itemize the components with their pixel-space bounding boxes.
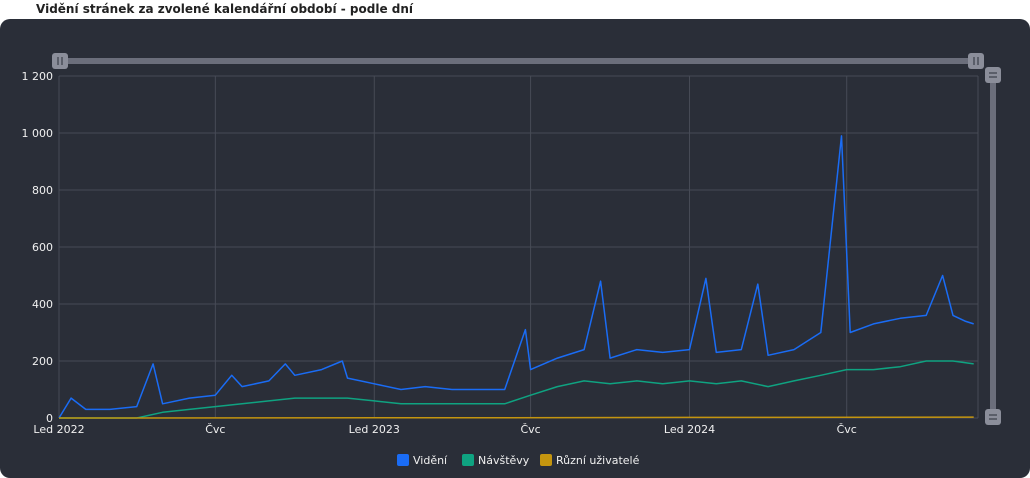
legend-item-visits[interactable]: Návštěvy (462, 454, 530, 467)
x-tick-label: Led 2022 (33, 423, 84, 436)
legend-swatch-visits (462, 454, 474, 466)
legend-label-views: Vidění (413, 454, 448, 467)
legend-item-views[interactable]: Vidění (397, 454, 448, 467)
legend-label-visits: Návštěvy (478, 454, 530, 467)
legend-label-unique-users: Různí uživatelé (556, 454, 640, 467)
series-layer (59, 136, 974, 418)
x-tick-label: Čvc (205, 423, 225, 436)
grid (59, 76, 978, 418)
horizontal-range-end-handle[interactable] (968, 53, 984, 69)
x-tick-label: Led 2023 (349, 423, 400, 436)
series-line-visits (59, 361, 974, 418)
legend-item-unique-users[interactable]: Různí uživatelé (540, 454, 640, 467)
series-line-views (59, 136, 974, 418)
y-tick-label: 1 200 (22, 70, 54, 83)
x-tick-label: Led 2024 (664, 423, 715, 436)
legend: Vidění Návštěvy Různí uživatelé (397, 454, 640, 467)
y-tick-label: 1 000 (22, 127, 54, 140)
series-line-unique-users (59, 417, 974, 418)
legend-swatch-unique-users (540, 454, 552, 466)
x-tick-label: Čvc (837, 423, 857, 436)
chart-card: 0 200 400 600 800 1 000 1 200 Led 2022 Čvc Led 20… (0, 19, 1030, 478)
vertical-range-top-handle[interactable] (985, 67, 1001, 83)
vertical-range-bottom-handle[interactable] (985, 409, 1001, 425)
y-tick-label: 200 (32, 355, 53, 368)
y-tick-label: 800 (32, 184, 53, 197)
legend-swatch-views (397, 454, 409, 466)
horizontal-range-start-handle[interactable] (52, 53, 68, 69)
y-tick-label: 600 (32, 241, 53, 254)
page-title: Vidění stránek za zvolené kalendářní obd… (36, 2, 413, 16)
x-tick-label: Čvc (520, 423, 540, 436)
y-tick-label: 400 (32, 298, 53, 311)
